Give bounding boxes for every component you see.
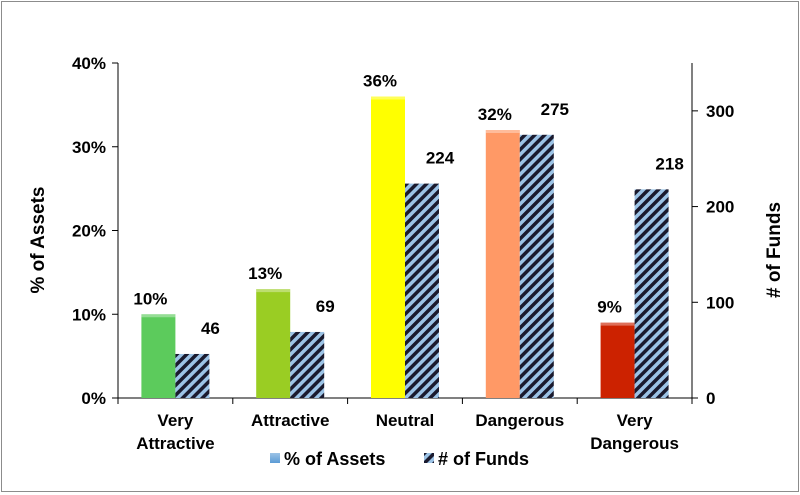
data-label-funds: 224 [426,149,455,168]
y-tick-right-label: 100 [706,293,734,312]
bar-assets-highlight [256,289,291,293]
y-tick-left-label: 20% [72,222,106,241]
bar-funds [634,189,669,398]
bar-funds [290,331,325,398]
y-axis-title-left: % of Assets [28,187,49,294]
y-tick-left-label: 10% [72,305,106,324]
x-category-label: Dangerous [590,434,679,453]
y-tick-left-label: 0% [81,389,106,408]
legend-swatch-assets [270,453,280,463]
legend-label-funds: # of Funds [438,449,529,469]
bar-assets [141,314,176,398]
data-label-assets: 36% [363,72,397,91]
y-tick-left-label: 40% [72,54,106,73]
data-label-assets: 10% [133,289,167,308]
bar-assets [485,130,520,398]
y-tick-right-label: 200 [706,198,734,217]
data-label-assets: 32% [478,105,512,124]
data-label-assets: 13% [248,264,282,283]
bar-funds [175,353,210,398]
x-category-label: Attractive [251,411,329,430]
data-label-funds: 218 [655,154,683,173]
legend: % of Assets # of Funds [270,449,529,469]
bar-assets [256,289,291,398]
y-axis-title-right: # of Funds [764,202,785,298]
data-label-assets: 9% [597,298,622,317]
bar-funds [519,134,554,399]
x-category-label: Dangerous [475,411,564,430]
bar-assets [371,96,405,398]
y-tick-right-label: 0 [706,389,715,408]
y-tick-right-label: 300 [706,102,734,121]
data-label-funds: 46 [201,319,220,338]
legend-label-assets: % of Assets [284,449,385,469]
x-category-label: Neutral [376,411,435,430]
data-label-funds: 275 [541,100,569,119]
data-label-funds: 69 [316,297,335,316]
y-tick-left-label: 30% [72,138,106,157]
bar-assets-highlight [600,322,635,326]
legend-swatch-funds [424,453,434,463]
x-category-label: Very [157,411,193,430]
bar-funds [405,183,439,398]
bar-assets-highlight [485,130,520,133]
bar-assets [600,322,635,398]
bar-assets-highlight [141,314,176,318]
bar-assets-highlight [371,96,405,100]
x-category-label: Very [617,411,653,430]
x-category-label: Attractive [136,434,214,453]
